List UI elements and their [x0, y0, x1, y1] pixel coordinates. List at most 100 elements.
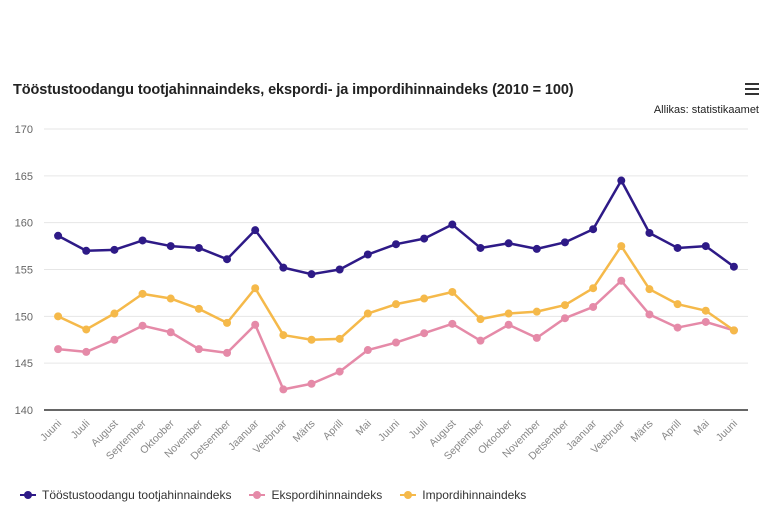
- data-point[interactable]: [645, 310, 654, 319]
- x-tick-label: Aprill: [659, 418, 684, 443]
- data-point[interactable]: [504, 320, 513, 329]
- data-point[interactable]: [420, 294, 429, 303]
- data-point[interactable]: [392, 338, 400, 347]
- legend-label: Impordihinnaindeks: [422, 488, 527, 502]
- data-point[interactable]: [532, 244, 541, 253]
- legend-swatch-series-1: [249, 490, 266, 500]
- data-point[interactable]: [166, 294, 175, 303]
- data-point[interactable]: [82, 347, 91, 356]
- hamburger-menu-icon[interactable]: [745, 83, 759, 95]
- data-point[interactable]: [560, 301, 569, 310]
- data-point[interactable]: [448, 319, 457, 328]
- data-point[interactable]: [194, 304, 203, 313]
- data-point[interactable]: [729, 262, 738, 271]
- data-point[interactable]: [194, 345, 203, 354]
- x-tick-label: Juuni: [38, 418, 64, 444]
- data-point[interactable]: [673, 323, 682, 332]
- data-point[interactable]: [560, 238, 569, 247]
- data-point[interactable]: [504, 239, 513, 248]
- data-point[interactable]: [82, 325, 91, 334]
- data-point[interactable]: [223, 318, 232, 327]
- data-point[interactable]: [645, 285, 654, 294]
- legend-item-series-0[interactable]: Tööstustoodangu tootjahinnaindeks: [20, 488, 231, 502]
- data-point[interactable]: [729, 326, 738, 335]
- legend-swatch-series-0: [20, 490, 36, 500]
- data-point[interactable]: [251, 320, 260, 329]
- data-point[interactable]: [194, 243, 203, 252]
- data-point[interactable]: [279, 385, 288, 394]
- data-point[interactable]: [420, 234, 429, 243]
- data-point[interactable]: [223, 348, 232, 357]
- data-point[interactable]: [82, 246, 91, 255]
- data-point[interactable]: [54, 312, 63, 321]
- x-tick-label: Mai: [354, 418, 374, 438]
- data-point[interactable]: [363, 346, 372, 355]
- data-point[interactable]: [476, 315, 485, 324]
- data-point[interactable]: [589, 284, 598, 293]
- data-point[interactable]: [54, 345, 63, 354]
- data-point[interactable]: [617, 242, 626, 251]
- data-point[interactable]: [279, 331, 288, 340]
- chart-legend: Tööstustoodangu tootjahinnaindeks Ekspor…: [20, 488, 544, 502]
- legend-item-series-1[interactable]: Ekspordihinnaindeks: [249, 488, 382, 502]
- data-point[interactable]: [251, 284, 260, 293]
- legend-swatch-series-2: [400, 490, 417, 500]
- data-point[interactable]: [223, 255, 232, 264]
- data-point[interactable]: [166, 242, 175, 251]
- y-tick-label: 140: [15, 405, 33, 417]
- data-point[interactable]: [420, 329, 429, 338]
- data-point[interactable]: [363, 309, 372, 318]
- data-point[interactable]: [560, 314, 569, 323]
- data-point[interactable]: [138, 321, 147, 330]
- data-point[interactable]: [335, 334, 344, 343]
- data-point[interactable]: [307, 270, 316, 279]
- data-point[interactable]: [166, 328, 175, 337]
- data-point[interactable]: [392, 240, 400, 249]
- data-point[interactable]: [476, 243, 485, 252]
- data-point[interactable]: [392, 300, 400, 309]
- data-point[interactable]: [335, 265, 344, 274]
- data-point[interactable]: [448, 287, 457, 296]
- data-point[interactable]: [54, 231, 63, 240]
- data-point[interactable]: [138, 289, 147, 298]
- data-point[interactable]: [251, 226, 260, 235]
- data-point[interactable]: [448, 220, 457, 229]
- data-point[interactable]: [673, 243, 682, 252]
- data-point[interactable]: [335, 367, 344, 376]
- data-point[interactable]: [589, 225, 598, 234]
- data-point[interactable]: [504, 309, 513, 318]
- data-point[interactable]: [673, 300, 682, 309]
- data-point[interactable]: [617, 176, 626, 185]
- data-point[interactable]: [476, 336, 485, 345]
- y-tick-label: 150: [15, 311, 33, 323]
- y-tick-label: 165: [15, 171, 33, 183]
- data-point[interactable]: [307, 379, 316, 388]
- x-tick-label: Märts: [629, 418, 656, 445]
- series-1: [54, 276, 738, 394]
- legend-item-series-2[interactable]: Impordihinnaindeks: [400, 488, 526, 502]
- legend-label: Tööstustoodangu tootjahinnaindeks: [42, 488, 232, 502]
- data-point[interactable]: [532, 307, 541, 316]
- y-tick-label: 155: [15, 265, 33, 277]
- data-point[interactable]: [701, 306, 710, 315]
- x-tick-label: Aprill: [321, 418, 346, 443]
- data-point[interactable]: [701, 242, 710, 251]
- data-point[interactable]: [701, 317, 710, 326]
- x-tick-label: Mai: [691, 418, 711, 438]
- data-point[interactable]: [110, 335, 119, 344]
- data-point[interactable]: [532, 333, 541, 342]
- data-point[interactable]: [110, 245, 119, 254]
- data-point[interactable]: [307, 335, 316, 344]
- series-line: [57, 179, 735, 276]
- data-point[interactable]: [645, 228, 654, 237]
- data-point[interactable]: [589, 302, 598, 311]
- data-point[interactable]: [110, 309, 119, 318]
- data-point[interactable]: [617, 276, 626, 285]
- x-tick-label: Juuli: [69, 418, 93, 442]
- data-point[interactable]: [138, 236, 147, 245]
- y-tick-label: 160: [15, 218, 33, 230]
- series-0: [54, 176, 738, 279]
- data-point[interactable]: [363, 250, 372, 259]
- data-point[interactable]: [279, 263, 288, 272]
